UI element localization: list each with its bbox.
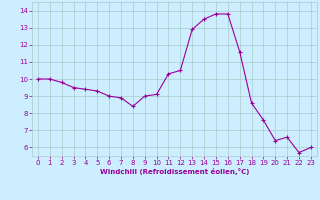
X-axis label: Windchill (Refroidissement éolien,°C): Windchill (Refroidissement éolien,°C): [100, 168, 249, 175]
